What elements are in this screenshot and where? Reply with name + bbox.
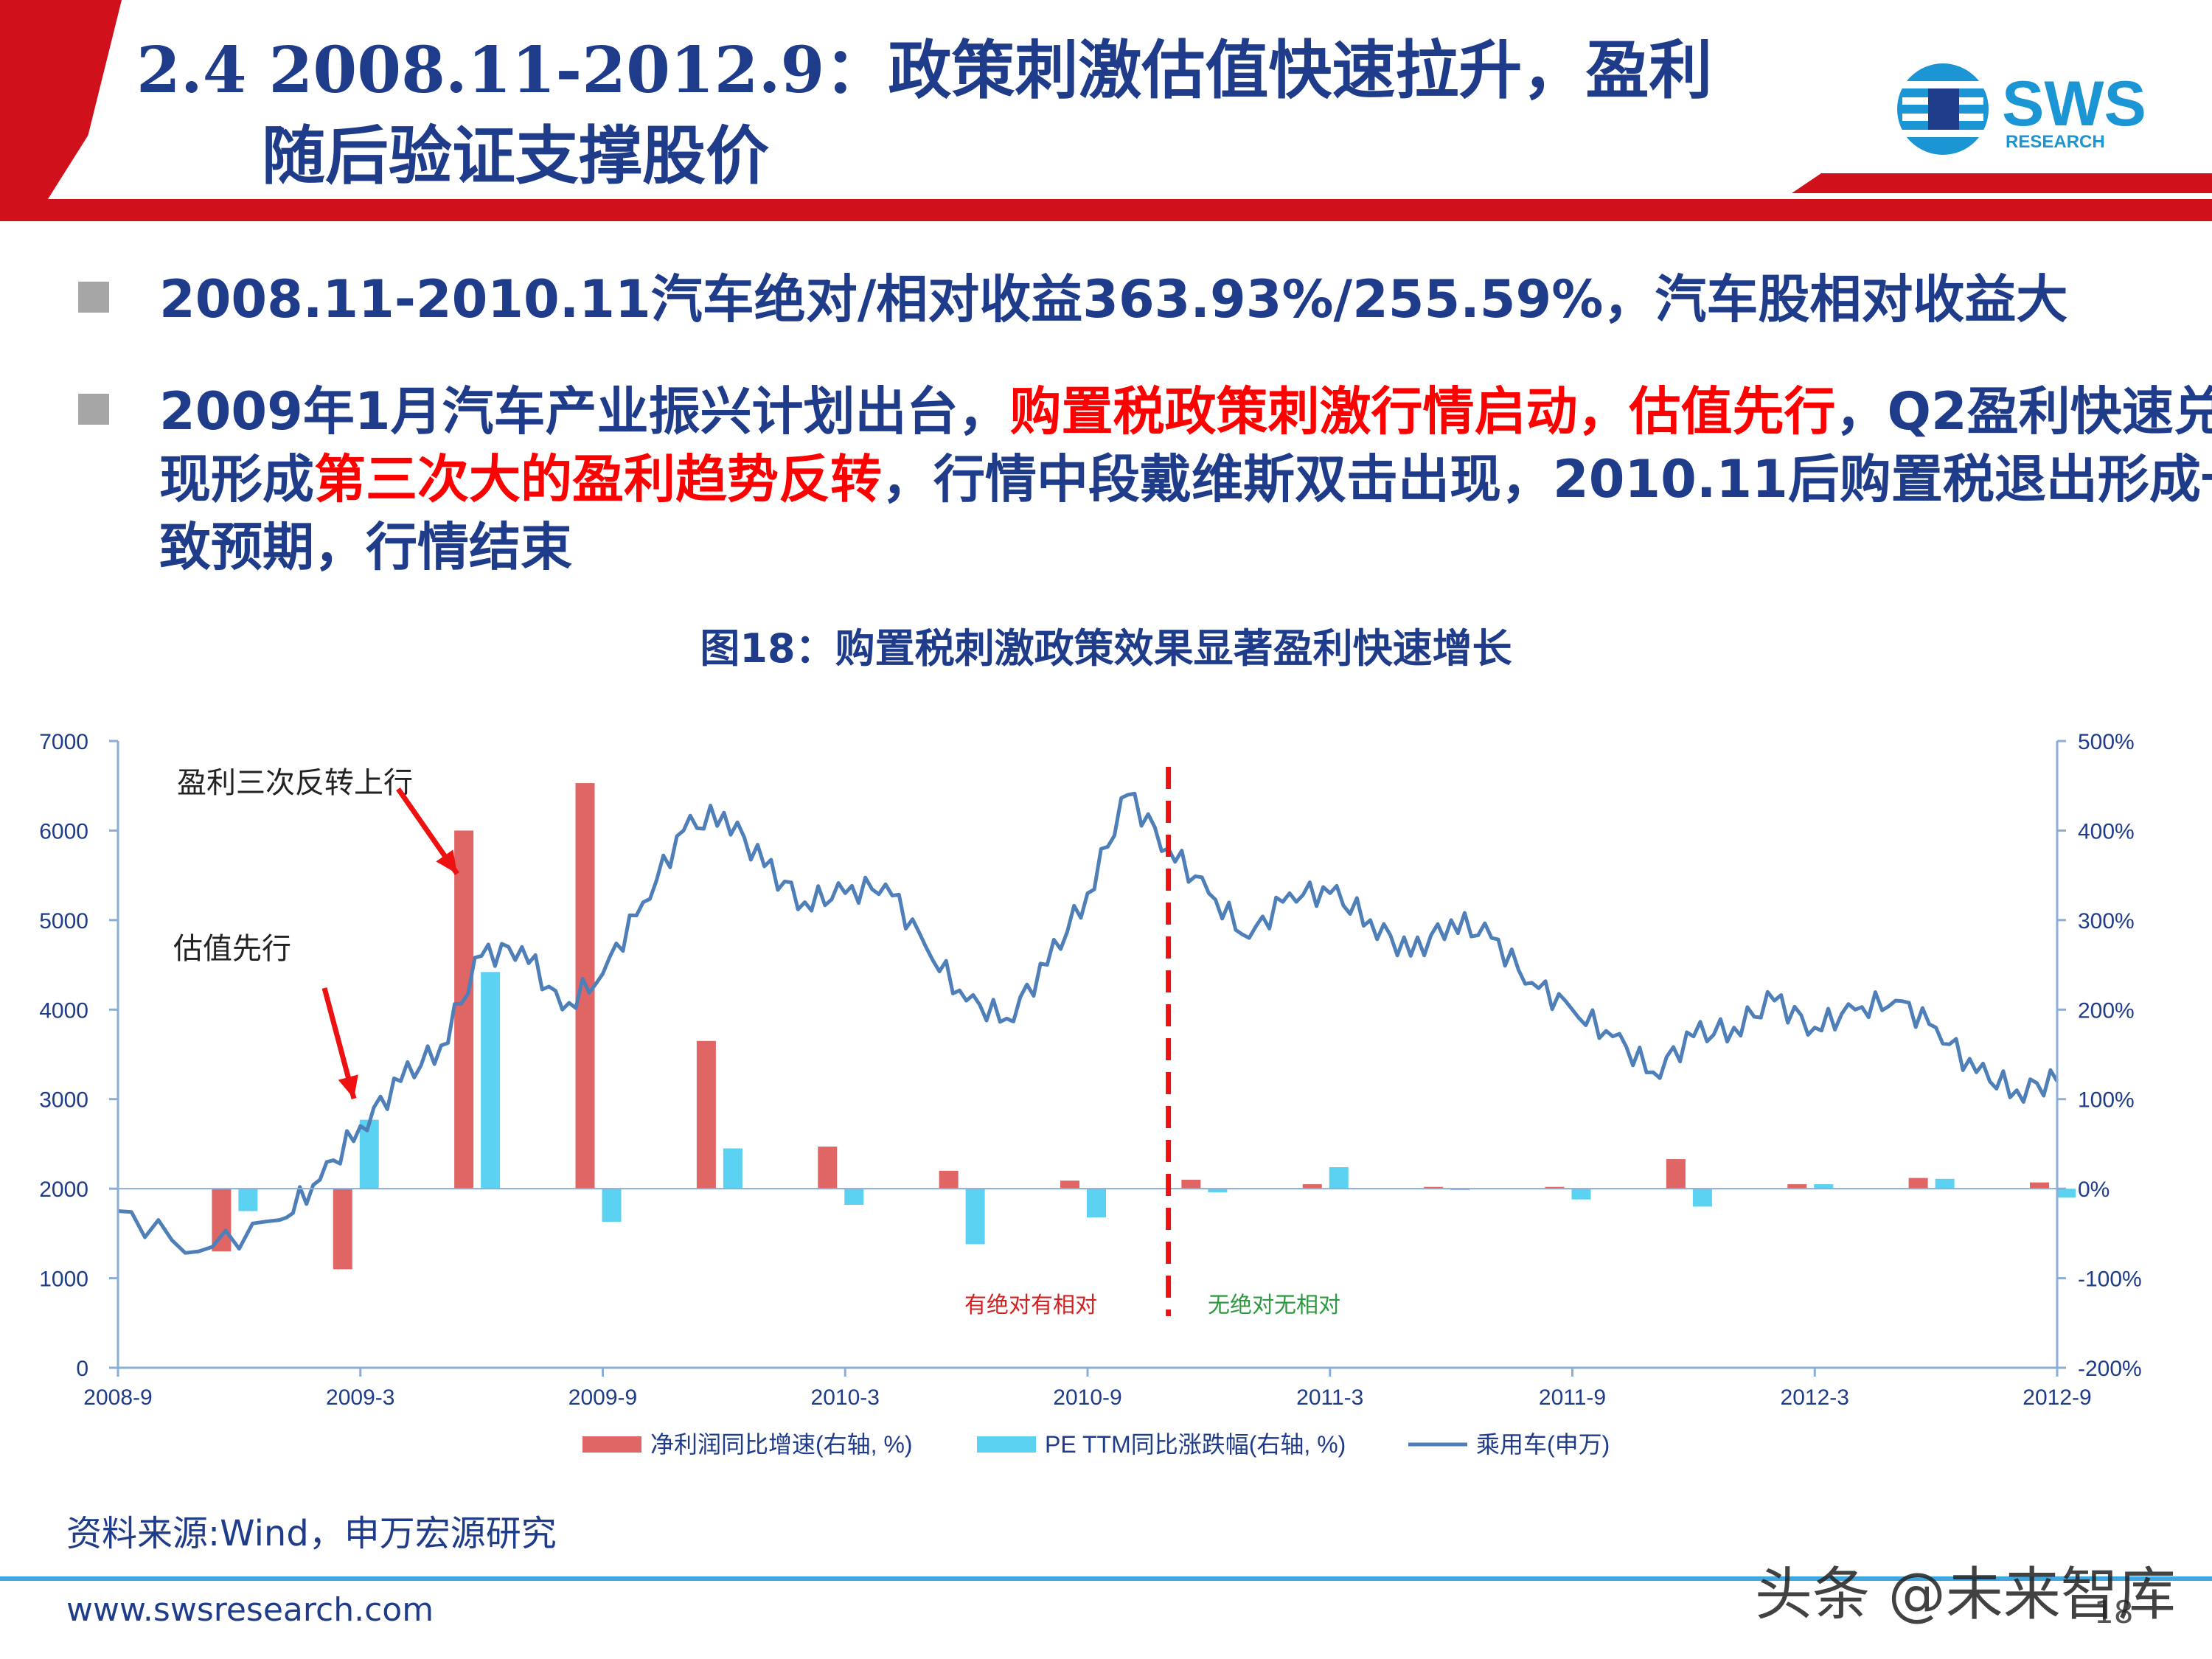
header-bar bbox=[0, 0, 2212, 221]
net-profit-bar bbox=[1545, 1186, 1565, 1189]
x-tick-label: 2010-3 bbox=[811, 1385, 880, 1410]
net-profit-bar bbox=[1787, 1184, 1807, 1189]
net-profit-bar bbox=[939, 1170, 959, 1189]
bullet-2-text: 2009年1月汽车产业振兴计划出台，购置税政策刺激行情启动，估值先行，Q2盈利快… bbox=[159, 378, 2212, 581]
net-profit-bar bbox=[2030, 1182, 2049, 1189]
pe-ttm-bar bbox=[723, 1148, 742, 1189]
pe-ttm-bar bbox=[1814, 1184, 1834, 1189]
net-profit-bar bbox=[1060, 1180, 1079, 1189]
left-tick-label: 3000 bbox=[39, 1088, 88, 1113]
logo-sub: RESEARCH bbox=[2006, 132, 2105, 152]
x-tick-label: 2012-3 bbox=[1781, 1385, 1849, 1410]
pe-ttm-bar bbox=[1329, 1167, 1349, 1189]
bullet-2-part-2: ，Q2盈利快速兑现形成 bbox=[159, 381, 2212, 509]
net-profit-bar bbox=[818, 1147, 838, 1189]
x-tick-label: 2012-9 bbox=[2023, 1385, 2091, 1410]
net-profit-bar bbox=[333, 1189, 352, 1270]
left-tick-label: 4000 bbox=[39, 998, 88, 1023]
bullet-2-part-1: 2009年1月汽车产业振兴计划出台， bbox=[159, 381, 1010, 442]
pe-ttm-bar bbox=[238, 1189, 258, 1211]
right-tick-label: 500% bbox=[2078, 730, 2135, 754]
bullet-2-highlight-2: 第三次大的盈利趋势反转 bbox=[314, 449, 882, 509]
watermark: 头条 @未来智库 bbox=[1755, 1562, 2176, 1628]
title-line-2: 随后验证支撑股价 bbox=[262, 119, 769, 193]
legend-pe-ttm-label: PE TTM同比涨跌幅(右轴, %) bbox=[1045, 1431, 1346, 1458]
footer-url[interactable]: www.swsresearch.com bbox=[66, 1591, 434, 1629]
left-tick-label: 6000 bbox=[39, 819, 88, 844]
annotation-profit-reversal: 盈利三次反转上行 bbox=[177, 766, 413, 800]
pe-ttm-bar bbox=[1692, 1189, 1712, 1207]
bullet-square-icon bbox=[78, 394, 109, 425]
pe-ttm-bar bbox=[602, 1189, 622, 1222]
x-tick-label: 2008-9 bbox=[83, 1385, 152, 1410]
pe-ttm-bar bbox=[1087, 1189, 1106, 1217]
left-tick-label: 7000 bbox=[39, 730, 88, 754]
left-tick-label: 0 bbox=[76, 1357, 88, 1381]
logo-text: SWS bbox=[2002, 69, 2146, 139]
left-tick-label: 1000 bbox=[39, 1267, 88, 1292]
pe-ttm-bar bbox=[481, 972, 501, 1189]
bullet-2-highlight-1: 购置税政策刺激行情启动，估值先行 bbox=[1009, 381, 1836, 442]
pe-ttm-bar bbox=[359, 1119, 379, 1189]
net-profit-bar bbox=[1908, 1178, 1928, 1189]
annotation-absolute-relative: 有绝对有相对 bbox=[964, 1293, 1097, 1318]
bullet-square-icon bbox=[78, 282, 109, 313]
pe-ttm-bar bbox=[1208, 1189, 1228, 1192]
legend-pe-ttm-swatch bbox=[977, 1436, 1036, 1453]
net-profit-bar bbox=[1424, 1186, 1444, 1189]
bullet-2: 2009年1月汽车产业振兴计划出台，购置税政策刺激行情启动，估值先行，Q2盈利快… bbox=[78, 378, 2212, 591]
right-tick-label: 100% bbox=[2078, 1088, 2135, 1113]
right-tick-label: 0% bbox=[2078, 1178, 2110, 1202]
net-profit-bar bbox=[1666, 1159, 1686, 1189]
net-profit-bar bbox=[1302, 1184, 1322, 1189]
pe-ttm-bar bbox=[1571, 1189, 1591, 1200]
x-tick-label: 2010-9 bbox=[1053, 1385, 1121, 1410]
legend-net-profit-swatch bbox=[582, 1436, 641, 1453]
bullet-1: 2008.11-2010.11汽车绝对/相对收益363.93%/255.59%，… bbox=[78, 265, 2172, 333]
x-tick-label: 2009-3 bbox=[326, 1385, 394, 1410]
bullet-1-text: 2008.11-2010.11汽车绝对/相对收益363.93%/255.59%，… bbox=[159, 269, 2068, 330]
right-tick-label: 400% bbox=[2078, 819, 2135, 844]
right-tick-label: 200% bbox=[2078, 998, 2135, 1023]
left-tick-label: 2000 bbox=[39, 1178, 88, 1202]
pe-ttm-bar bbox=[844, 1189, 864, 1205]
figure-title: 图18：购置税刺激政策效果显著盈利快速增长 bbox=[700, 625, 1512, 672]
pe-ttm-bar bbox=[2056, 1189, 2076, 1198]
net-profit-bar bbox=[696, 1040, 716, 1189]
pe-ttm-bar bbox=[965, 1189, 985, 1245]
footer-divider bbox=[0, 1576, 2212, 1581]
net-profit-bar bbox=[454, 830, 474, 1189]
source-note: 资料来源:Wind，申万宏源研究 bbox=[66, 1513, 557, 1554]
arrow-profit-icon-head bbox=[436, 849, 457, 874]
passenger-car-index-line bbox=[117, 791, 2059, 1255]
net-profit-bar bbox=[1181, 1180, 1201, 1189]
annotation-no-absolute-relative: 无绝对无相对 bbox=[1208, 1293, 1340, 1318]
x-tick-label: 2011-9 bbox=[1539, 1385, 1606, 1410]
chart: 0 1000 2000 3000 4000 5000 6000 7000 -200% -100% 0… bbox=[39, 730, 2142, 1458]
arrow-valuation-icon-head bbox=[338, 1074, 358, 1099]
sws-logo: SWS RESEARCH bbox=[1897, 63, 2146, 155]
pe-ttm-bar bbox=[1935, 1178, 1955, 1189]
right-tick-label: -100% bbox=[2078, 1267, 2142, 1292]
legend-net-profit-label: 净利润同比增速(右轴, %) bbox=[650, 1431, 913, 1458]
page-number: 18 bbox=[2094, 1594, 2134, 1630]
title-line-1: 2.4 2008.11-2012.9：政策刺激估值快速拉升，盈利 bbox=[136, 33, 1713, 108]
annotation-valuation: 估值先行 bbox=[173, 932, 291, 966]
x-tick-label: 2009-9 bbox=[568, 1385, 637, 1410]
right-tick-label: -200% bbox=[2078, 1357, 2142, 1381]
bullet-2-part-3: ，行情中段戴维斯双击出现，2010.11后购置税退出形成一致预期，行情结束 bbox=[159, 449, 2212, 577]
right-tick-label: 300% bbox=[2078, 909, 2135, 933]
legend-passenger-car-label: 乘用车(申万) bbox=[1476, 1431, 1610, 1458]
x-tick-label: 2011-3 bbox=[1296, 1385, 1363, 1410]
left-tick-label: 5000 bbox=[39, 909, 88, 933]
page-title: 2.4 2008.11-2012.9：政策刺激估值快速拉升，盈利 随后验证支撑股… bbox=[136, 28, 1906, 199]
